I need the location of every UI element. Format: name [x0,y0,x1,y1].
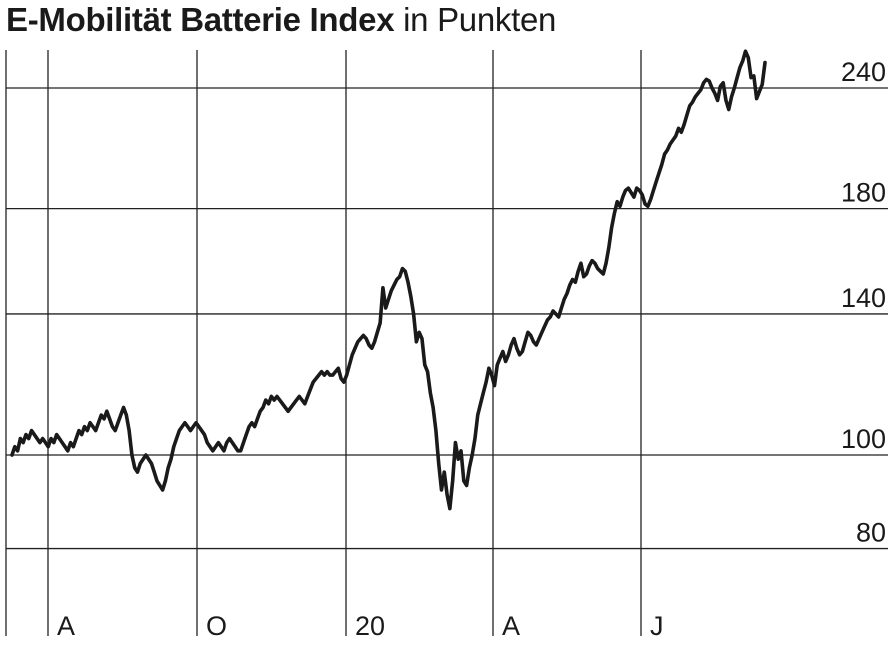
x-axis-ticks: A O 20 A J [57,611,664,641]
chart-title: E-Mobilität Batterie Index in Punkten [6,0,556,40]
series-line [10,49,767,511]
chart-title-main: E-Mobilität Batterie Index [6,1,395,38]
y-tick-label: 100 [841,424,886,454]
x-tick-label: A [502,611,520,641]
y-tick-label: 140 [841,283,886,313]
y-tick-label: 80 [856,518,886,548]
x-tick-label: A [57,611,75,641]
chart-subtitle: in Punkten [403,1,557,38]
series-layer [10,49,767,511]
y-tick-label: 180 [841,178,886,208]
y-axis-ticks: 80 100 140 180 240 [841,57,886,548]
grid [5,50,888,636]
x-tick-label: O [206,611,227,641]
x-tick-label: J [650,611,664,641]
y-tick-label: 240 [841,57,886,87]
x-tick-label: 20 [355,611,385,641]
